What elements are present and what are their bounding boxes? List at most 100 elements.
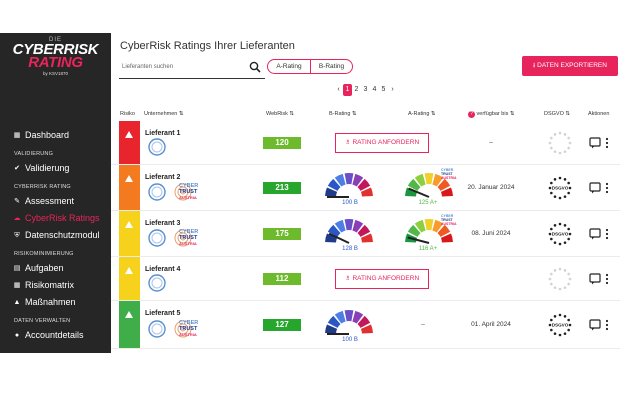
col-dsgvo[interactable]: DSGVO ⇅ bbox=[544, 111, 571, 117]
webrisk-score[interactable]: 127 bbox=[263, 319, 301, 331]
col-verfuegbar-label: verfügbar bis ⇅ bbox=[476, 111, 515, 117]
dsgvo-star bbox=[550, 181, 553, 185]
table-row[interactable]: Lieferant 3 CYBER TRUST AUSTRIA 175 128 B 116 … bbox=[111, 211, 620, 257]
dsgvo-badge[interactable]: DSGVO bbox=[547, 312, 573, 338]
sidebar-nav: ▦ Dashboard VALIDIERUNG ✔ Validierung CYBERRI… bbox=[0, 127, 111, 344]
sidebar-item-aufgaben[interactable]: ▤ Aufgaben bbox=[0, 260, 111, 277]
sidebar-item-datenschutzmodul[interactable]: ⛨ Datenschutzmodul bbox=[0, 227, 111, 244]
col-aktionen: Aktionen bbox=[588, 111, 610, 117]
dsgvo-badge[interactable] bbox=[547, 130, 573, 156]
b-rating-gauge[interactable] bbox=[319, 213, 379, 251]
webrisk-score[interactable]: 120 bbox=[263, 137, 301, 149]
gauge-segment bbox=[360, 324, 373, 334]
pager-page-3[interactable]: 3 bbox=[363, 86, 368, 93]
actions bbox=[589, 319, 609, 331]
search-input[interactable]: Lieferanten suchen bbox=[119, 57, 265, 79]
check-circle-icon: ✔ bbox=[14, 165, 20, 172]
b-rating-gauge[interactable] bbox=[319, 304, 379, 342]
cyber-trust-text: CYBER bbox=[441, 168, 454, 172]
sidebar-item-accountdetails[interactable]: ● Accountdetails bbox=[0, 327, 111, 344]
dsgvo-star bbox=[567, 181, 570, 185]
pager-page-4[interactable]: 4 bbox=[372, 86, 377, 93]
col-verfuegbar[interactable]: ? verfügbar bis ⇅ bbox=[468, 111, 514, 118]
dsgvo-star bbox=[548, 277, 552, 281]
b-rating-gauge[interactable] bbox=[319, 167, 379, 205]
sidebar-item-validierung[interactable]: ✔ Validierung bbox=[0, 160, 111, 177]
col-unternehmen[interactable]: Unternehmen ⇅ bbox=[144, 111, 184, 117]
search-icon[interactable] bbox=[248, 60, 262, 74]
comment-icon[interactable] bbox=[589, 228, 601, 240]
sidebar-item-risikomatrix[interactable]: ▦ Risikomatrix bbox=[0, 277, 111, 294]
comment-icon[interactable] bbox=[589, 319, 601, 331]
sidebar-item-dashboard[interactable]: ▦ Dashboard bbox=[0, 127, 111, 144]
filter-b-rating[interactable]: B-Rating bbox=[310, 59, 353, 74]
webrisk-score[interactable]: 213 bbox=[263, 182, 301, 194]
comment-icon[interactable] bbox=[589, 273, 601, 285]
col-webrisk[interactable]: WebRisk ⇅ bbox=[266, 111, 295, 117]
brand-by: by KSV1870 bbox=[42, 71, 69, 76]
actions bbox=[589, 228, 609, 240]
supplier-name[interactable]: Lieferant 1 bbox=[145, 130, 181, 137]
gauge-needle bbox=[408, 187, 430, 198]
dsgvo-text: DSGVO bbox=[552, 232, 569, 237]
supplier-name[interactable]: Lieferant 5 bbox=[145, 310, 181, 317]
cyber-trust-badge: CYBER TRUST AUSTRIA bbox=[179, 229, 198, 247]
pager-page-1[interactable]: 1 bbox=[343, 84, 352, 96]
filter-a-rating[interactable]: A-Rating bbox=[267, 59, 311, 74]
dsgvo-star bbox=[567, 146, 570, 150]
rating-request-button[interactable]: ♗ RATING ANFORDERN bbox=[335, 133, 429, 153]
table-header: Risiko Unternehmen ⇅ WebRisk ⇅ B-Rating … bbox=[111, 109, 620, 121]
cloud-icon: ☁ bbox=[13, 215, 21, 222]
supplier-name[interactable]: Lieferant 4 bbox=[145, 266, 181, 273]
pager-page-5[interactable]: 5 bbox=[381, 86, 386, 93]
more-vertical-icon[interactable] bbox=[605, 182, 609, 194]
gauge-segment bbox=[357, 224, 371, 237]
pager-prev[interactable]: ‹ bbox=[337, 86, 340, 93]
col-arating[interactable]: A-Rating ⇅ bbox=[408, 111, 436, 117]
dsgvo-badge[interactable]: DSGVO bbox=[547, 175, 573, 201]
sidebar-item-assessment[interactable]: ✎ Assessment bbox=[0, 193, 111, 210]
table-row[interactable]: Lieferant 4 112 ♗ RATING ANFORDERN bbox=[111, 257, 620, 301]
pager-page-2[interactable]: 2 bbox=[354, 86, 359, 93]
sidebar-item-cyberrisk-ratings[interactable]: ☁ CyberRisk Ratings bbox=[0, 210, 111, 227]
availability-date: 01. April 2024 bbox=[471, 321, 511, 328]
export-button[interactable]: ⭳ DATEN EXPORTIEREN bbox=[522, 56, 618, 76]
sidebar-item-label: Datenschutzmodul bbox=[25, 230, 100, 240]
table-row[interactable]: Lieferant 5 CYBER TRUST AUSTRIA 127 100 B – 01.… bbox=[111, 301, 620, 349]
pager-next[interactable]: › bbox=[391, 86, 394, 93]
supplier-name[interactable]: Lieferant 3 bbox=[145, 220, 181, 227]
more-vertical-icon[interactable] bbox=[605, 319, 609, 331]
more-vertical-icon[interactable] bbox=[605, 228, 609, 240]
sidebar-item-label: Aufgaben bbox=[25, 263, 64, 273]
a-rating-gauge[interactable] bbox=[399, 167, 459, 205]
dsgvo-star bbox=[563, 133, 567, 136]
comment-icon[interactable] bbox=[589, 182, 601, 194]
rating-request-button[interactable]: ♗ RATING ANFORDERN bbox=[335, 269, 429, 289]
more-vertical-icon[interactable] bbox=[605, 273, 609, 285]
table-row[interactable]: Lieferant 1 120 ♗ RATING ANFORDERN – bbox=[111, 121, 620, 165]
brand-logo[interactable]: DIE CYBERRISK RATING by KSV1870 bbox=[0, 33, 111, 76]
webrisk-score[interactable]: 112 bbox=[263, 273, 301, 285]
dsgvo-star bbox=[550, 191, 553, 195]
comment-icon[interactable] bbox=[589, 137, 601, 149]
cyber-trust-text: CYBER bbox=[179, 320, 199, 326]
table-row[interactable]: Lieferant 2 CYBER TRUST AUSTRIA 213 100 B 125 … bbox=[111, 165, 620, 211]
webrisk-score[interactable]: 175 bbox=[263, 228, 301, 240]
actions bbox=[589, 182, 609, 194]
availability-date: 08. Juni 2024 bbox=[471, 230, 511, 237]
risk-indicator bbox=[119, 165, 140, 210]
sidebar-item-maßnahmen[interactable]: ▲ Maßnahmen bbox=[0, 294, 111, 311]
a-rating-gauge[interactable] bbox=[399, 213, 459, 251]
dsgvo-text: DSGVO bbox=[552, 186, 569, 191]
rating-request-label: RATING ANFORDERN bbox=[352, 139, 420, 146]
gauge-segment bbox=[344, 173, 354, 185]
a-rating-gauge-svg bbox=[405, 173, 453, 198]
dsgvo-badge[interactable] bbox=[547, 266, 573, 292]
dsgvo-badge[interactable]: DSGVO bbox=[547, 221, 573, 247]
b-rating-label: 100 B bbox=[342, 337, 358, 343]
cyber-trust-text: TRUST bbox=[179, 326, 198, 332]
a-rating-cyber-badge: CYBER TRUST AUSTRIA bbox=[441, 214, 457, 226]
col-brating[interactable]: B-Rating ⇅ bbox=[329, 111, 357, 117]
more-vertical-icon[interactable] bbox=[605, 137, 609, 149]
supplier-name[interactable]: Lieferant 2 bbox=[145, 174, 181, 181]
